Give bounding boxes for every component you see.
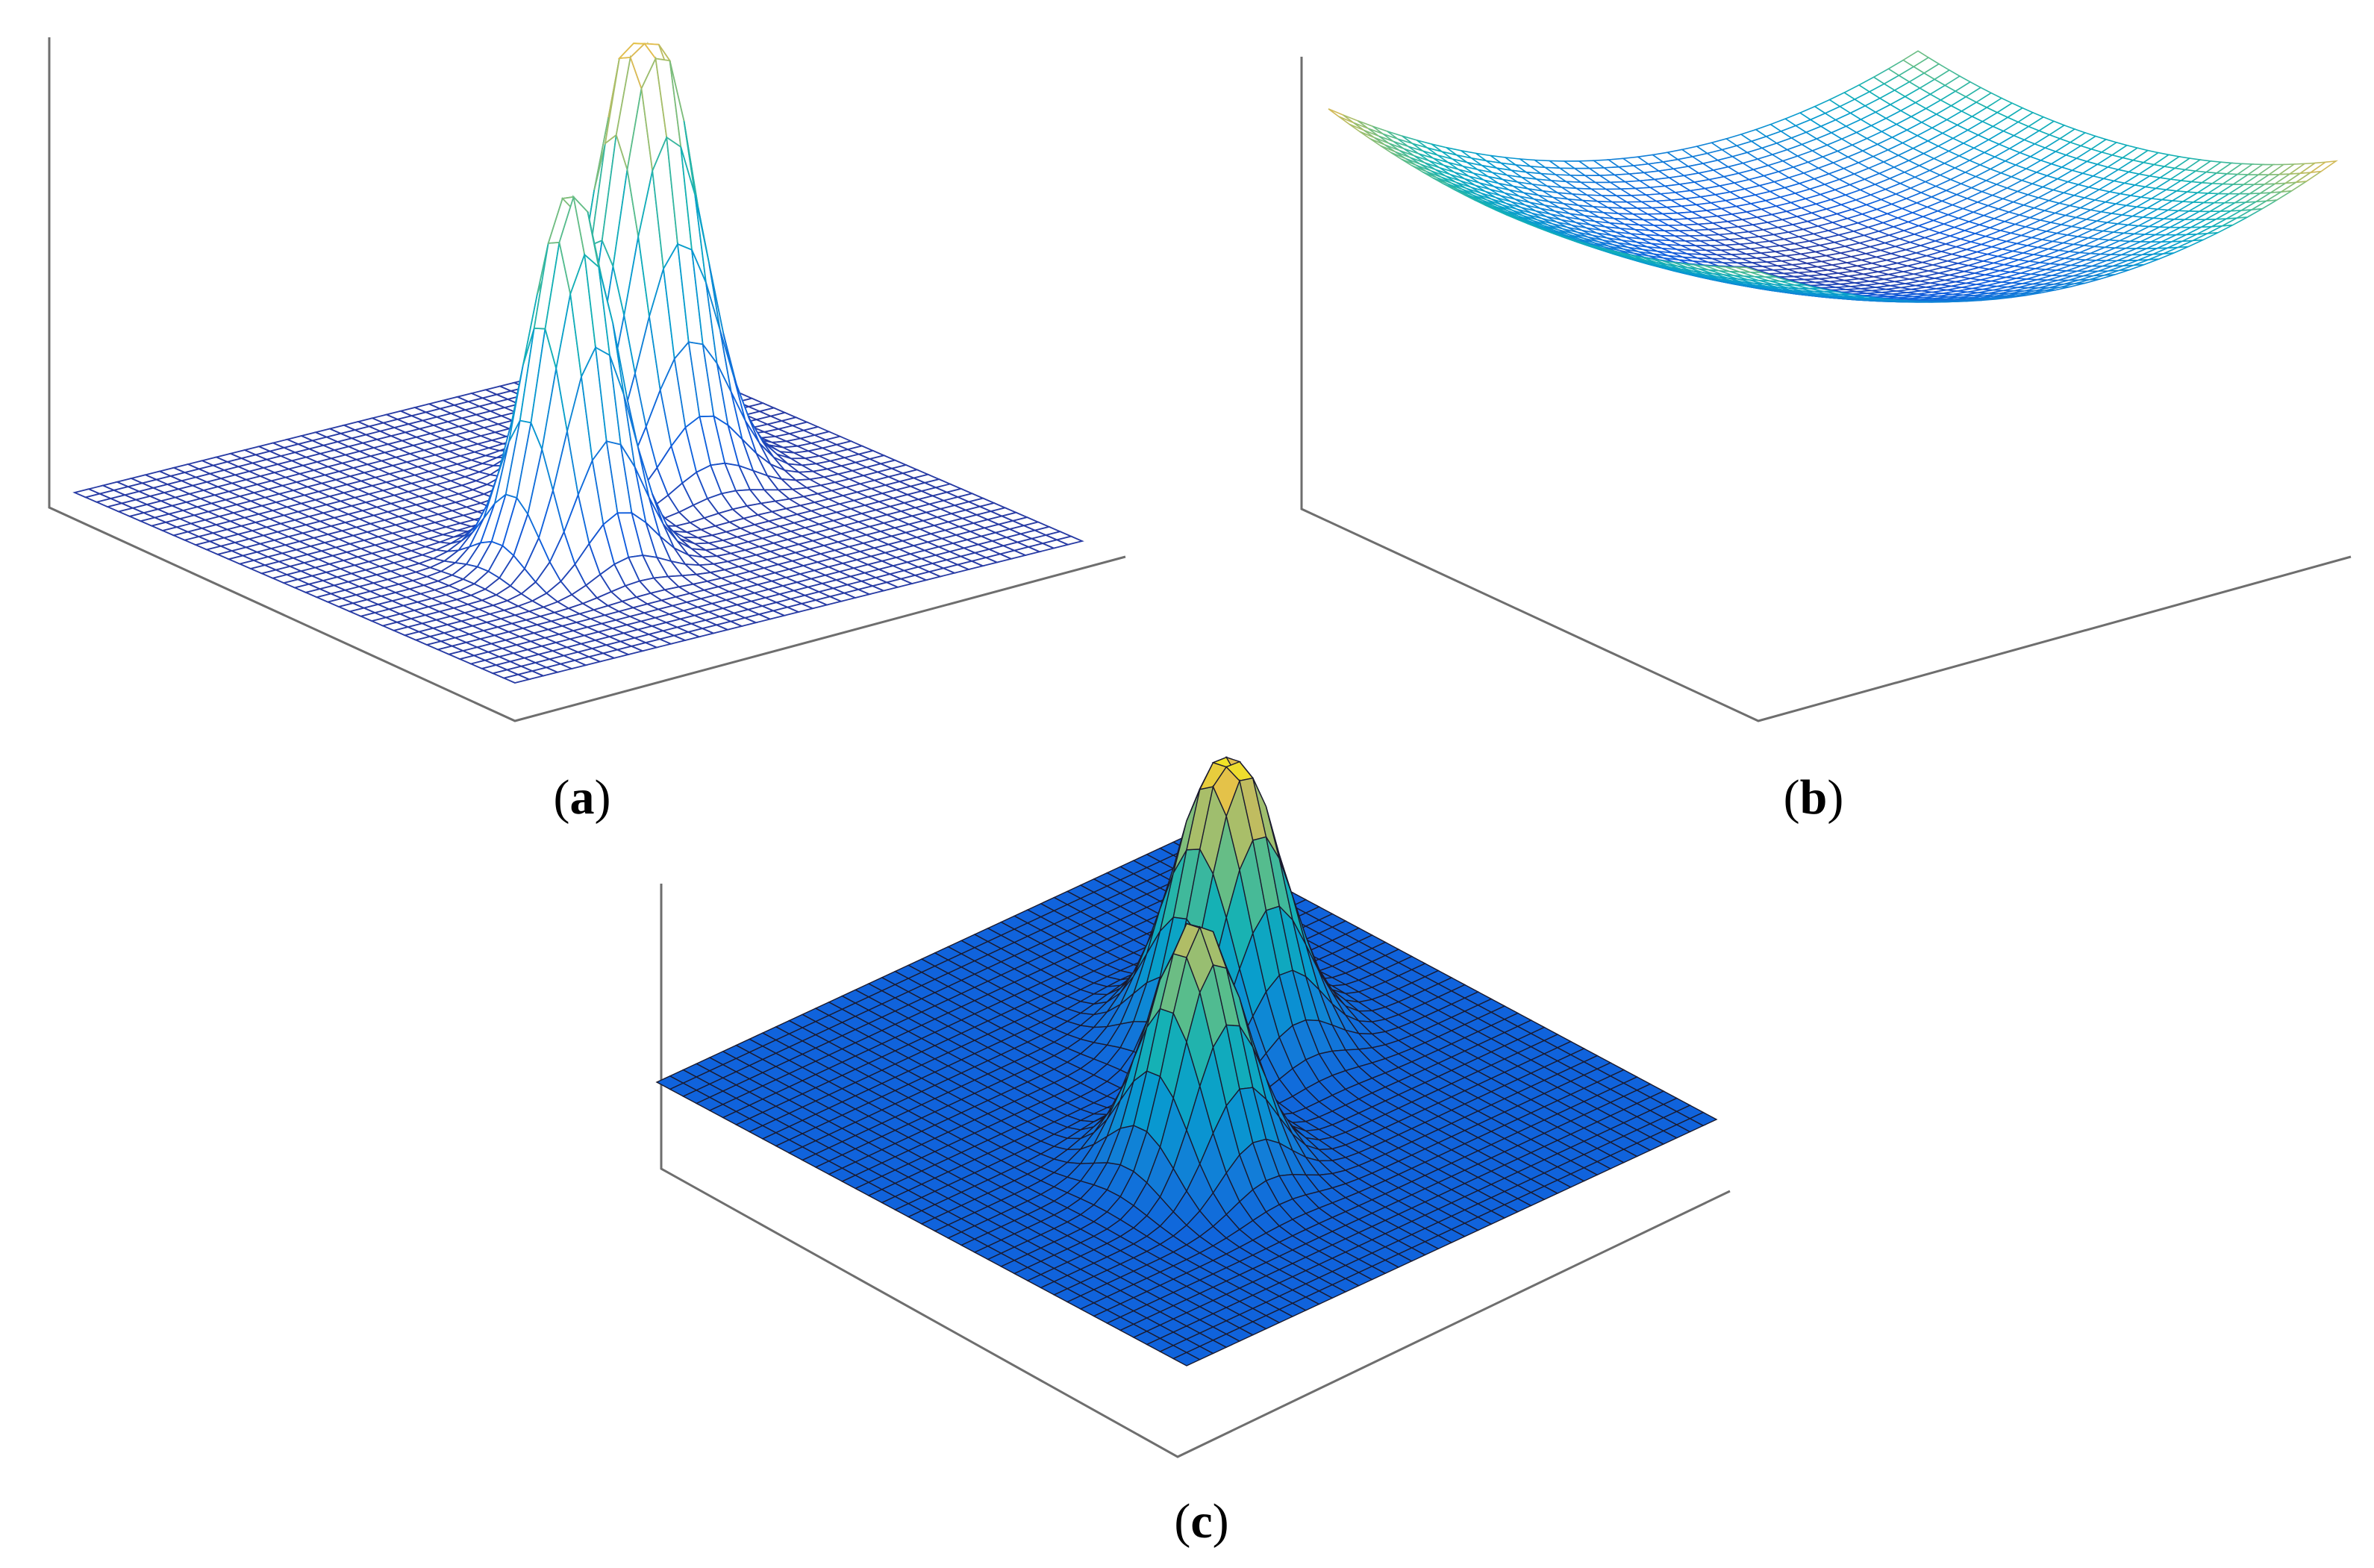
surface-cell [1055,535,1084,546]
panel-b-label: (b) [1784,770,1844,825]
panel-b-surface [1328,50,2338,303]
panel-a-axis-box [48,37,1126,722]
panel-a-label: (a) [554,770,611,825]
panel-b: (b) [1300,50,2352,825]
surface-cell [1688,1111,1718,1127]
panel-c-label: (c) [1174,1494,1228,1549]
panel-c-axis-box [660,884,1731,1458]
panel-c: (c) [655,756,1731,1549]
panel-a: (a) [48,37,1126,825]
panel-c-surface [655,756,1718,1366]
panel-a-surface [72,41,1084,684]
surface-cell [2308,160,2338,174]
panel-b-axis-box [1300,57,2352,722]
